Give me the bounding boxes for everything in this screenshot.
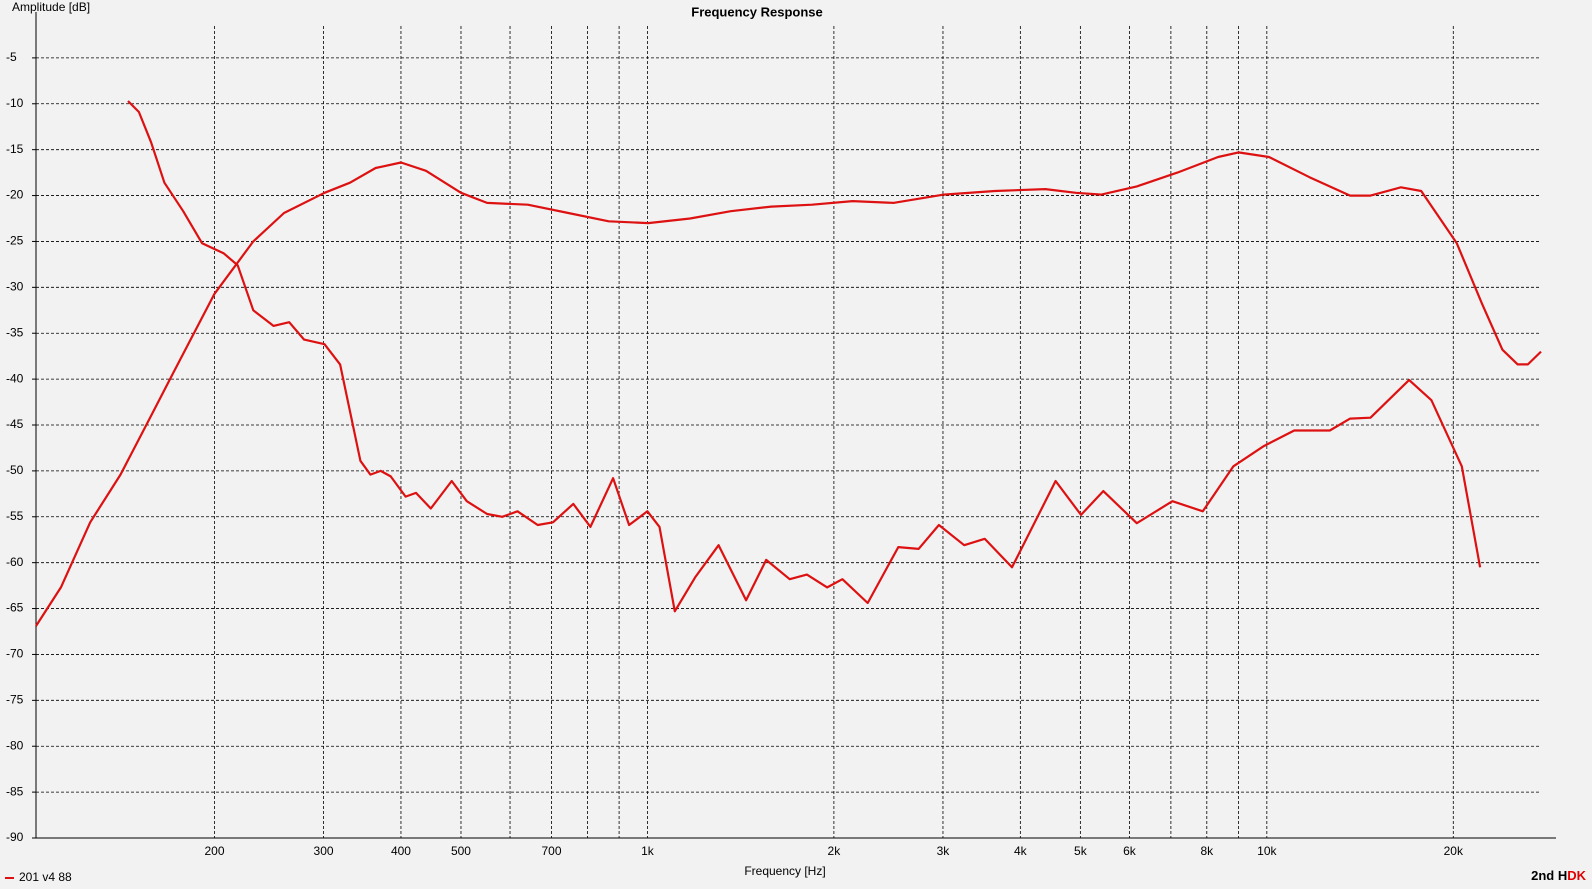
x-tick-label: 500: [451, 844, 471, 858]
annotation-part: 2nd H: [1531, 868, 1567, 883]
x-tick-label: 400: [391, 844, 411, 858]
x-tick-label: 1k: [641, 844, 655, 858]
y-tick-label: -45: [6, 417, 24, 431]
annotation-part: DK: [1567, 868, 1586, 883]
x-tick-label: 200: [204, 844, 224, 858]
y-tick-label: -50: [6, 463, 24, 477]
x-tick-label: 700: [541, 844, 561, 858]
data-line: [35, 151, 1542, 627]
x-tick-label: 8k: [1200, 844, 1214, 858]
y-tick-label: -85: [6, 784, 24, 798]
y-tick-label: -55: [6, 509, 24, 523]
brand-annotation: 2nd HDK: [1531, 868, 1587, 883]
y-tick-label: -35: [6, 325, 24, 339]
y-tick-label: -30: [6, 280, 24, 294]
y-tick-label: -90: [6, 830, 24, 844]
x-tick-label: 5k: [1074, 844, 1088, 858]
y-tick-label: -10: [6, 96, 24, 110]
x-tick-label: 6k: [1123, 844, 1137, 858]
data-line: [127, 100, 1482, 613]
x-tick-label: 10k: [1257, 844, 1277, 858]
y-tick-label: -60: [6, 555, 24, 569]
y-tick-label: -75: [6, 693, 24, 707]
legend-label: 201 v4 88: [19, 870, 72, 884]
y-tick-label: -5: [6, 50, 17, 64]
x-tick-label: 20k: [1444, 844, 1464, 858]
y-tick-label: -15: [6, 142, 24, 156]
y-tick-label: -80: [6, 738, 24, 752]
x-tick-label: 300: [314, 844, 334, 858]
y-tick-label: -25: [6, 234, 24, 248]
x-axis-label: Frequency [Hz]: [744, 864, 825, 878]
y-tick-label: -70: [6, 647, 24, 661]
x-tick-label: 4k: [1014, 844, 1028, 858]
y-tick-label: -65: [6, 601, 24, 615]
chart-title: Frequency Response: [691, 4, 823, 19]
y-axis-label: Amplitude [dB]: [12, 0, 90, 14]
y-tick-label: -20: [6, 188, 24, 202]
x-tick-label: 2k: [828, 844, 842, 858]
y-tick-label: -40: [6, 371, 24, 385]
x-tick-label: 3k: [937, 844, 951, 858]
